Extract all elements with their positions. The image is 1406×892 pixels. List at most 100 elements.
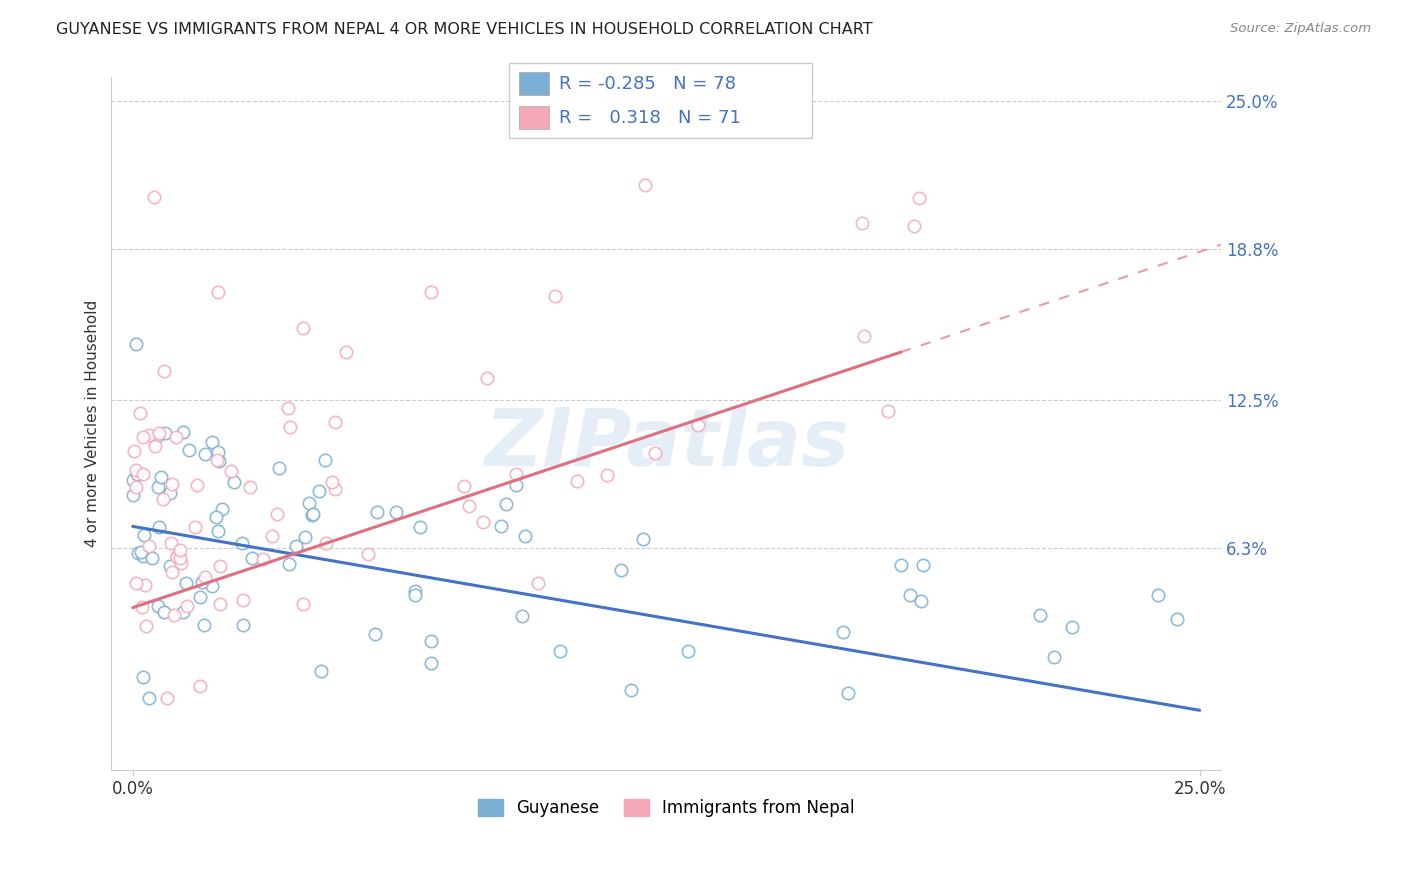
Point — [513, 529, 536, 543]
Point — [194, 447, 217, 461]
Point — [239, 480, 262, 494]
Point — [609, 563, 631, 577]
Point — [222, 475, 245, 489]
Point — [321, 475, 343, 489]
Point — [278, 420, 301, 434]
Point — [309, 665, 332, 679]
Text: R =   0.318   N = 71: R = 0.318 N = 71 — [558, 109, 741, 127]
Point — [132, 670, 155, 684]
Point — [302, 508, 325, 522]
Point — [266, 508, 288, 522]
Point — [160, 477, 183, 491]
Point — [495, 497, 517, 511]
Point — [129, 406, 152, 420]
Point — [159, 558, 181, 573]
Point — [169, 543, 191, 558]
Point — [527, 576, 550, 591]
Point — [122, 488, 145, 502]
Point — [900, 588, 922, 602]
Point — [205, 510, 228, 524]
Point — [127, 467, 149, 481]
Point — [138, 428, 160, 442]
Point — [201, 579, 224, 593]
Point — [125, 576, 148, 591]
Point — [155, 426, 177, 441]
Point — [143, 439, 166, 453]
Point — [325, 415, 347, 429]
Point — [1060, 620, 1083, 634]
Point — [631, 532, 654, 546]
Point — [141, 551, 163, 566]
Point — [131, 545, 153, 559]
Point — [366, 505, 388, 519]
Text: GUYANESE VS IMMIGRANTS FROM NEPAL 4 OR MORE VEHICLES IN HOUSEHOLD CORRELATION CH: GUYANESE VS IMMIGRANTS FROM NEPAL 4 OR M… — [56, 22, 873, 37]
Point — [294, 530, 316, 544]
Point — [471, 515, 494, 529]
Point — [489, 519, 512, 533]
Point — [252, 551, 274, 566]
Y-axis label: 4 or more Vehicles in Household: 4 or more Vehicles in Household — [86, 300, 100, 548]
Point — [159, 486, 181, 500]
Point — [132, 528, 155, 542]
Point — [890, 558, 912, 572]
Point — [163, 607, 186, 622]
Point — [278, 558, 301, 572]
Point — [176, 599, 198, 613]
Point — [903, 219, 925, 233]
Point — [676, 643, 699, 657]
Point — [150, 469, 173, 483]
Point — [132, 549, 155, 563]
Point — [170, 556, 193, 570]
Point — [194, 570, 217, 584]
Point — [910, 594, 932, 608]
Point — [315, 536, 337, 550]
Point — [634, 178, 657, 192]
Point — [644, 445, 666, 459]
Point — [125, 480, 148, 494]
Point — [1147, 588, 1170, 602]
Point — [505, 467, 527, 481]
Point — [169, 551, 191, 566]
Point — [176, 576, 198, 591]
Point — [207, 524, 229, 538]
Point — [314, 453, 336, 467]
Point — [912, 558, 935, 573]
Point — [188, 590, 211, 604]
Point — [122, 473, 145, 487]
Point — [186, 478, 208, 492]
Point — [122, 443, 145, 458]
Text: ZIPatlas: ZIPatlas — [484, 406, 849, 483]
Point — [135, 619, 157, 633]
Point — [148, 520, 170, 534]
Point — [420, 285, 443, 300]
Point — [125, 337, 148, 351]
Point — [548, 643, 571, 657]
Point — [211, 502, 233, 516]
Point — [160, 536, 183, 550]
Point — [231, 536, 253, 550]
Point — [420, 656, 443, 670]
Point — [1042, 650, 1064, 665]
Point — [125, 463, 148, 477]
Point — [364, 627, 387, 641]
Point — [207, 285, 229, 300]
Point — [404, 588, 426, 602]
Point — [832, 625, 855, 640]
Point — [179, 442, 201, 457]
Point — [201, 434, 224, 449]
Point — [146, 429, 169, 443]
Point — [308, 484, 330, 499]
Point — [357, 548, 380, 562]
Point — [153, 363, 176, 377]
Point — [876, 403, 898, 417]
Point — [277, 401, 299, 416]
Point — [134, 578, 156, 592]
Point — [193, 618, 215, 632]
Point — [138, 691, 160, 706]
Point — [183, 519, 205, 533]
Point — [686, 417, 709, 432]
Point — [162, 565, 184, 579]
Point — [208, 454, 231, 468]
Point — [475, 371, 498, 385]
Point — [153, 606, 176, 620]
